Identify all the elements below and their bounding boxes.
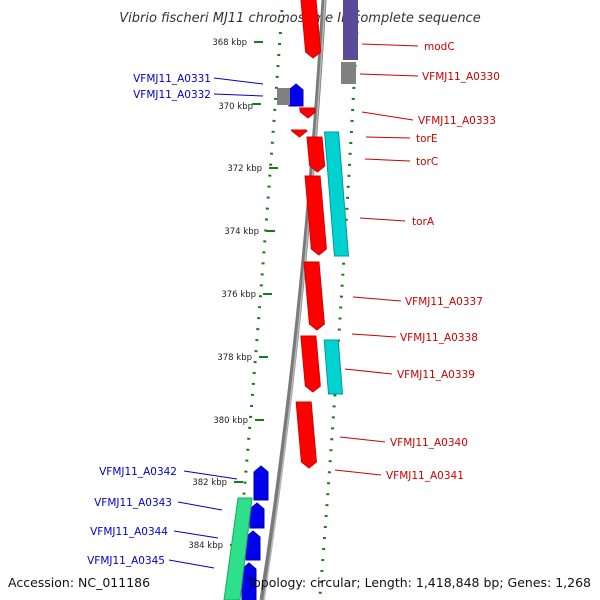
map-title: Vibrio fischeri MJ11 chromosome II, comp… [119,11,480,26]
svg-text:torC: torC [416,156,438,168]
svg-text:372 kbp: 372 kbp [227,164,262,174]
gene-label-right[interactable]: VFMJ11_A0330 [359,71,500,83]
scale-tick: 370 kbp [218,102,261,112]
gene-label-right[interactable]: modC [361,41,455,53]
scale-tick: 368 kbp [212,38,263,48]
forward-gene[interactable] [300,0,322,59]
svg-text:VFMJ11_A0343: VFMJ11_A0343 [94,497,172,509]
svg-text:VFMJ11_A0337: VFMJ11_A0337 [405,296,483,308]
chromosome-backbone [259,0,327,600]
gene-label-left[interactable]: VFMJ11_A0345 [87,555,215,569]
outer-dotted-ring [318,9,360,596]
svg-text:VFMJ11_A0338: VFMJ11_A0338 [400,332,478,344]
pseudo-gene[interactable] [277,88,290,105]
rna-feature[interactable] [323,339,344,395]
svg-text:modC: modC [424,41,455,53]
svg-text:VFMJ11_A0345: VFMJ11_A0345 [87,555,165,567]
svg-text:VFMJ11_A0340: VFMJ11_A0340 [390,437,468,449]
scale-tick: 378 kbp [217,353,268,363]
reverse-gene[interactable] [253,465,269,501]
forward-gene[interactable] [306,136,326,173]
gene-label-left[interactable]: VFMJ11_A0344 [90,526,219,539]
svg-text:VFMJ11_A0339: VFMJ11_A0339 [397,369,475,381]
svg-text:374 kbp: 374 kbp [224,227,259,237]
forward-gene[interactable] [290,129,308,138]
svg-text:VFMJ11_A0333: VFMJ11_A0333 [418,115,496,127]
gene-label-right[interactable]: torC [364,156,438,168]
forward-gene[interactable] [304,175,327,256]
gene-label-right[interactable]: torA [359,216,435,228]
scale-tick: 374 kbp [224,227,275,237]
forward-gene[interactable] [300,335,321,393]
rna-feature[interactable] [324,131,350,257]
svg-text:VFMJ11_A0342: VFMJ11_A0342 [99,466,177,478]
forward-gene[interactable] [299,107,316,119]
svg-text:VFMJ11_A0344: VFMJ11_A0344 [90,526,168,538]
svg-text:368 kbp: 368 kbp [212,38,247,48]
scale-tick: 376 kbp [221,290,272,300]
gene-label-right[interactable]: VFMJ11_A0341 [334,469,464,482]
reverse-gene[interactable] [288,83,304,107]
forward-gene[interactable] [295,401,317,469]
svg-text:378 kbp: 378 kbp [217,353,252,363]
gene-label-left[interactable]: VFMJ11_A0342 [99,466,238,480]
scale-tick: 380 kbp [213,416,264,426]
scale-ticks: 368 kbp 370 kbp 372 kbp 374 kbp 376 kbp 378 k… [188,38,278,551]
svg-text:torE: torE [416,133,438,145]
gene-label-left[interactable]: VFMJ11_A0343 [94,497,223,511]
gene-label-right[interactable]: VFMJ11_A0333 [361,111,496,127]
rna-feature[interactable] [223,497,253,600]
gene-label-right[interactable]: VFMJ11_A0339 [344,368,475,381]
gene-label-right[interactable]: VFMJ11_A0337 [352,296,483,308]
svg-text:370 kbp: 370 kbp [218,102,253,112]
svg-text:VFMJ11_A0332: VFMJ11_A0332 [133,89,211,101]
gene-label-right[interactable]: VFMJ11_A0340 [339,436,468,449]
svg-text:384 kbp: 384 kbp [188,541,223,551]
gene-label-right[interactable]: torE [365,133,438,145]
gene-label-left[interactable]: VFMJ11_A0332 [133,89,264,101]
svg-text:torA: torA [412,216,435,228]
accession-text: Accession: NC_011186 [8,575,150,590]
gene-labels: modC VFMJ11_A0330 VFMJ11_A0333 torE torC torA… [87,41,500,569]
sequence-summary-text: Topology: circular; Length: 1,418,848 bp… [247,575,591,590]
svg-text:VFMJ11_A0341: VFMJ11_A0341 [386,470,464,482]
svg-text:382 kbp: 382 kbp [192,478,227,488]
gene-label-right[interactable]: VFMJ11_A0338 [351,332,478,344]
reverse-gene[interactable] [249,502,265,529]
svg-text:VFMJ11_A0330: VFMJ11_A0330 [422,71,500,83]
forward-gene[interactable] [303,261,325,331]
scale-tick: 372 kbp [227,164,278,174]
gene-label-left[interactable]: VFMJ11_A0331 [133,73,264,85]
gene-features [223,0,358,600]
outer-feature[interactable] [341,0,358,84]
svg-text:380 kbp: 380 kbp [213,416,248,426]
svg-text:376 kbp: 376 kbp [221,290,256,300]
svg-text:VFMJ11_A0331: VFMJ11_A0331 [133,73,211,85]
scale-tick: 382 kbp [192,478,243,488]
